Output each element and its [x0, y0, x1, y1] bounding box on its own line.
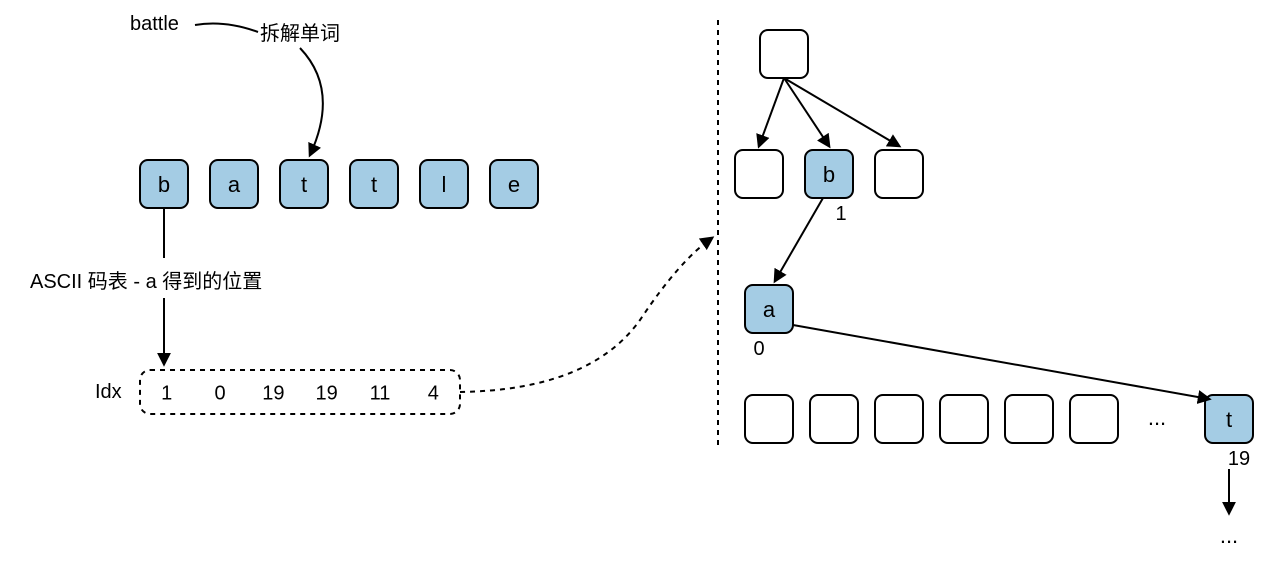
idx-val-1: 0 [214, 382, 225, 404]
char-0: b [158, 172, 170, 197]
char-4: l [442, 172, 447, 197]
idx-val-4: 11 [370, 382, 391, 404]
idx-val-3: 19 [316, 382, 338, 404]
idx-val-2: 19 [262, 382, 284, 404]
a-to-t-edge [793, 325, 1209, 399]
root-edge-2 [784, 78, 899, 146]
ascii-label: ASCII 码表 - a 得到的位置 [30, 270, 262, 293]
idx-val-0: 1 [161, 382, 172, 404]
root-edge-1 [784, 78, 829, 146]
idx-label: Idx [95, 381, 122, 403]
row3-node-2 [875, 395, 923, 443]
row1-num-1: 1 [835, 203, 846, 225]
node-a-num: 0 [753, 338, 764, 360]
word-label: battle [130, 13, 179, 35]
char-5: e [508, 172, 520, 197]
char-3: t [371, 172, 377, 197]
node-t-num: 19 [1228, 448, 1250, 470]
connector-line [195, 24, 258, 32]
root-node [760, 30, 808, 78]
row3-ellipsis: ... [1148, 405, 1166, 430]
node-a-label: a [763, 297, 776, 322]
row3-node-3 [940, 395, 988, 443]
row3-node-4 [1005, 395, 1053, 443]
row1-node-0 [735, 150, 783, 198]
row3-node-1 [810, 395, 858, 443]
row3-node-5 [1070, 395, 1118, 443]
final-ellipsis: ... [1220, 523, 1238, 548]
dashed-connector [460, 238, 712, 392]
row1-node-2 [875, 150, 923, 198]
node-t-label: t [1226, 407, 1232, 432]
annotation-arrow [300, 48, 323, 155]
row3-node-0 [745, 395, 793, 443]
root-edge-0 [759, 78, 784, 146]
char-1: a [228, 172, 241, 197]
idx-box [140, 370, 460, 414]
b-to-a-edge [775, 198, 823, 281]
char-2: t [301, 172, 307, 197]
idx-val-5: 4 [428, 382, 439, 404]
annotation-label: 拆解单词 [260, 22, 340, 45]
row1-label-1: b [823, 162, 835, 187]
